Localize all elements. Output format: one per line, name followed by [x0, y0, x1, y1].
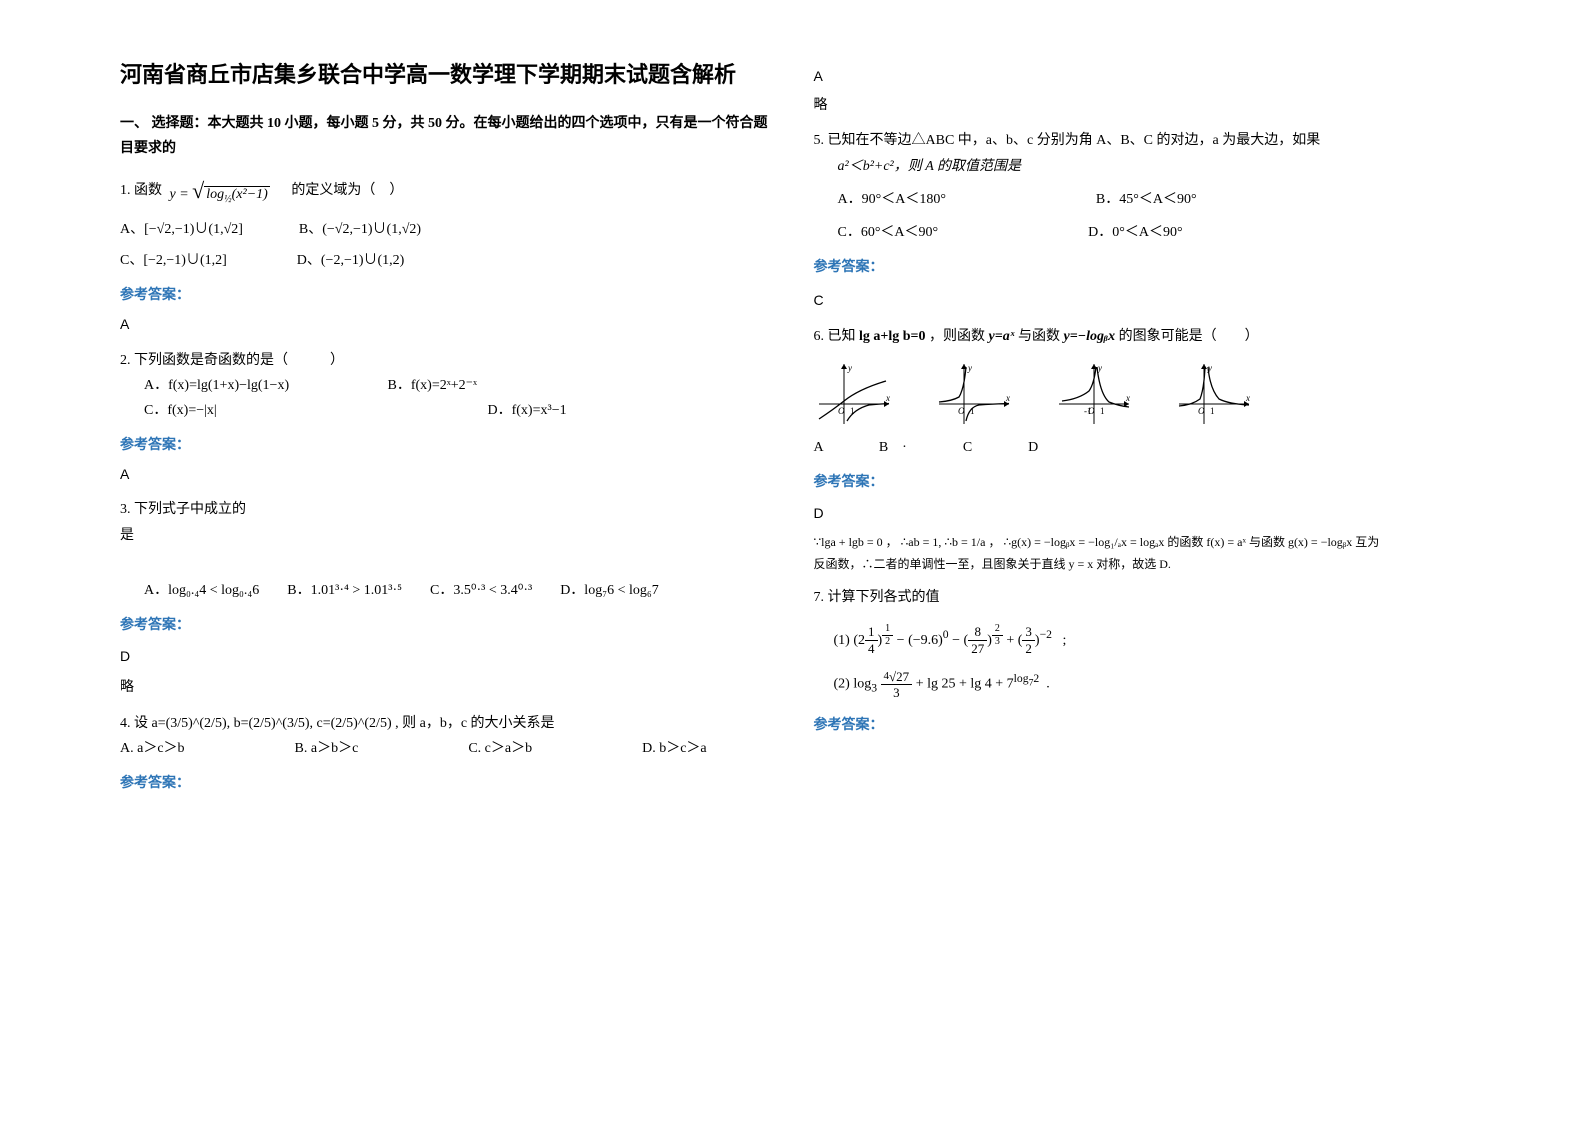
q6-p3: 与函数	[1018, 329, 1060, 344]
question-4: 4. 设 a=(3/5)^(2/5), b=(2/5)^(3/5), c=(2/…	[120, 711, 774, 761]
q2-b: B．f(x)=2ˣ+2⁻ˣ	[388, 378, 478, 393]
q4-stem: 4. 设 a=(3/5)^(2/5), b=(2/5)^(3/5), c=(2/…	[120, 711, 774, 736]
svg-text:1: 1	[1210, 406, 1215, 416]
q6-graphs: O 1 y x O 1 y x	[814, 359, 1468, 429]
question-5: 5. 已知在不等边△ABC 中，a、b、c 分别为角 A、B、C 的对边，a 为…	[814, 128, 1468, 245]
answer-label-7: 参考答案：	[814, 713, 1468, 738]
q3-line2: 是	[120, 523, 774, 548]
q5-line2: a²＜b²+c²，则 A 的取值范围是	[838, 154, 1468, 179]
q3-opts: A．log₀.₄4 < log₀.₄6 B．1.01³·⁴ > 1.01³·⁵ …	[144, 578, 774, 603]
q6-bold1: lg a+lg b=0	[859, 329, 926, 344]
question-7: 7. 计算下列各式的值 (1) (214)12 − (−9.6)0 − (827…	[814, 585, 1468, 700]
q1-suffix: 的定义域为（ ）	[277, 183, 403, 198]
question-2: 2. 下列函数是奇函数的是（ ） A．f(x)=lg(1+x)−lg(1−x) …	[120, 348, 774, 424]
q7-1-prefix: (1)	[834, 632, 850, 647]
svg-text:1: 1	[1100, 406, 1105, 416]
answer-label-5: 参考答案：	[814, 255, 1468, 280]
q1-opts-ab: A、[−√2,−1)∪(1,√2] B、(−√2,−1)∪(1,√2)	[120, 217, 774, 242]
question-3: 3. 下列式子中成立的 是 A．log₀.₄4 < log₀.₄6 B．1.01…	[120, 497, 774, 603]
svg-text:O: O	[1198, 406, 1205, 416]
answer-1: A	[120, 312, 774, 337]
q6-explain: ∵lga + lgb = 0 ， ∴ab = 1, ∴b = 1/a ， ∴g(…	[814, 532, 1468, 554]
lue-4: 略	[814, 93, 1468, 118]
svg-text:O: O	[958, 406, 965, 416]
q4-b: B. a＞b＞c	[295, 736, 359, 761]
q3-line1: 3. 下列式子中成立的	[120, 497, 774, 522]
q5-line1: 5. 已知在不等边△ABC 中，a、b、c 分别为角 A、B、C 的对边，a 为…	[814, 128, 1468, 153]
graph-c-icon: -1 O 1 y x	[1054, 359, 1134, 429]
q5-b: B．45°＜A＜90°	[1096, 187, 1197, 212]
q2-d: D．f(x)=x³−1	[488, 403, 567, 418]
svg-text:x: x	[1005, 393, 1010, 403]
svg-text:y: y	[1097, 363, 1102, 373]
answer-5: C	[814, 288, 1468, 313]
svg-text:1: 1	[850, 406, 855, 416]
graph-d-icon: O 1 y x	[1174, 359, 1254, 429]
graph-b-icon: O 1 y x	[934, 359, 1014, 429]
q6-explain2: 反函数，∴二者的单调性一至，且图象关于直线 y = x 对称，故选 D.	[814, 554, 1468, 576]
lue-3: 略	[120, 675, 774, 700]
answer-6: D	[814, 501, 1468, 526]
q6-bold3: y=−logᵦx	[1063, 329, 1115, 344]
q6-letters: A B · C D	[814, 435, 1468, 460]
svg-text:y: y	[1207, 363, 1212, 373]
svg-text:1: 1	[970, 406, 975, 416]
answer-label-3: 参考答案：	[120, 613, 774, 638]
q1-prefix: 1. 函数	[120, 183, 162, 198]
q2-c: C．f(x)=−|x|	[144, 398, 384, 423]
q6-p4: 的图象可能是（ ）	[1119, 329, 1259, 344]
q5-a: A．90°＜A＜180°	[838, 187, 946, 212]
answer-2: A	[120, 462, 774, 487]
answer-label-1: 参考答案：	[120, 283, 774, 308]
svg-text:O: O	[1088, 406, 1095, 416]
answer-4: A	[814, 64, 1468, 89]
q7-expr-1: (1) (214)12 − (−9.6)0 − (827)23 + (32)−2…	[834, 623, 1468, 657]
svg-text:O: O	[838, 406, 845, 416]
svg-text:x: x	[885, 393, 890, 403]
q1-opts-cd: C、[−2,−1)∪(1,2] D、(−2,−1)∪(1,2)	[120, 248, 774, 273]
answer-label-2: 参考答案：	[120, 433, 774, 458]
answer-3: D	[120, 644, 774, 669]
q4-d: D. b＞c＞a	[642, 736, 707, 761]
page-title: 河南省商丘市店集乡联合中学高一数学理下学期期末试题含解析	[120, 60, 774, 91]
section-1-heading: 一、 选择题：本大题共 10 小题，每小题 5 分，共 50 分。在每小题给出的…	[120, 111, 774, 161]
question-6: 6. 已知 lg a+lg b=0 ，则函数 y=aˣ 与函数 y=−logᵦx…	[814, 324, 1468, 460]
graph-a-icon: O 1 y x	[814, 359, 894, 429]
answer-label-4: 参考答案：	[120, 771, 774, 796]
svg-text:x: x	[1245, 393, 1250, 403]
answer-label-6: 参考答案：	[814, 470, 1468, 495]
q2-a: A．f(x)=lg(1+x)−lg(1−x)	[144, 373, 384, 398]
q6-bold2: y=aˣ	[989, 329, 1015, 344]
svg-text:x: x	[1125, 393, 1130, 403]
q2-stem: 2. 下列函数是奇函数的是（ ）	[120, 348, 774, 373]
q7-stem: 7. 计算下列各式的值	[814, 585, 1468, 610]
q4-c: C. c＞a＞b	[468, 736, 532, 761]
q6-p1: 6. 已知	[814, 329, 856, 344]
q7-2-prefix: (2)	[834, 677, 850, 692]
q6-p2: ，则函数	[929, 329, 985, 344]
q4-a: A. a＞c＞b	[120, 736, 185, 761]
question-1: 1. 函数 y = √log½(x²−1) 的定义域为（ ） A、[−√2,−1…	[120, 171, 774, 273]
svg-text:y: y	[967, 363, 972, 373]
q5-c: C．60°＜A＜90°	[838, 220, 939, 245]
svg-text:y: y	[847, 363, 852, 373]
q7-expr-2: (2) log3 4√273 + lg 25 + lg 4 + 7log72 .	[834, 668, 1468, 701]
q5-d: D．0°＜A＜90°	[1088, 220, 1182, 245]
